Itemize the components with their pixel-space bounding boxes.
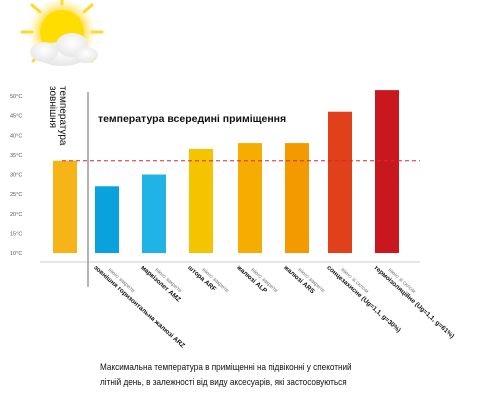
bar-7 xyxy=(375,90,399,253)
caption-line-1: Максимальна температура в приміщенні на … xyxy=(100,362,352,373)
bars xyxy=(53,90,399,253)
bar-3 xyxy=(189,148,213,253)
bar-2 xyxy=(142,174,166,253)
bar-label-product: термоізоляційне (Ug=1,1, g=61%) xyxy=(372,263,456,339)
bar-label-product: зовнішня горизонтальна жалюзі ARZ xyxy=(92,263,186,349)
y-tick-label: 35°C xyxy=(10,153,22,159)
outdoor-temperature-label: зовнішня температура xyxy=(47,86,68,146)
cloud-icon xyxy=(30,33,98,66)
y-tick-label: 40°C xyxy=(10,133,22,139)
bar-4 xyxy=(238,143,262,253)
bar-5 xyxy=(285,143,309,253)
outdoor-label-line-2: температура xyxy=(57,86,68,146)
y-tick-label: 30°C xyxy=(10,173,22,179)
y-tick-label: 45°C xyxy=(10,114,22,120)
caption: Максимальна температура в приміщенні на … xyxy=(100,360,358,390)
y-tick-label: 50°C xyxy=(10,94,22,100)
outdoor-label-line-1: зовнішня xyxy=(47,86,58,128)
bar-1 xyxy=(95,186,119,253)
bar-6 xyxy=(328,111,352,253)
y-tick-label: 25°C xyxy=(10,192,22,198)
y-tick-label: 10°C xyxy=(10,251,22,257)
caption-line-2: літній день, в залежності від виду аксес… xyxy=(100,377,347,388)
chart-title: температура всередині приміщення xyxy=(98,113,286,125)
y-axis-tick-labels: 10°C 15°C 20°C 25°C 30°C 35°C 40°C 45°C 50°C xyxy=(10,94,22,257)
bar-0 xyxy=(53,160,77,253)
y-tick-label: 15°C xyxy=(10,231,22,237)
y-tick-label: 20°C xyxy=(10,212,22,218)
